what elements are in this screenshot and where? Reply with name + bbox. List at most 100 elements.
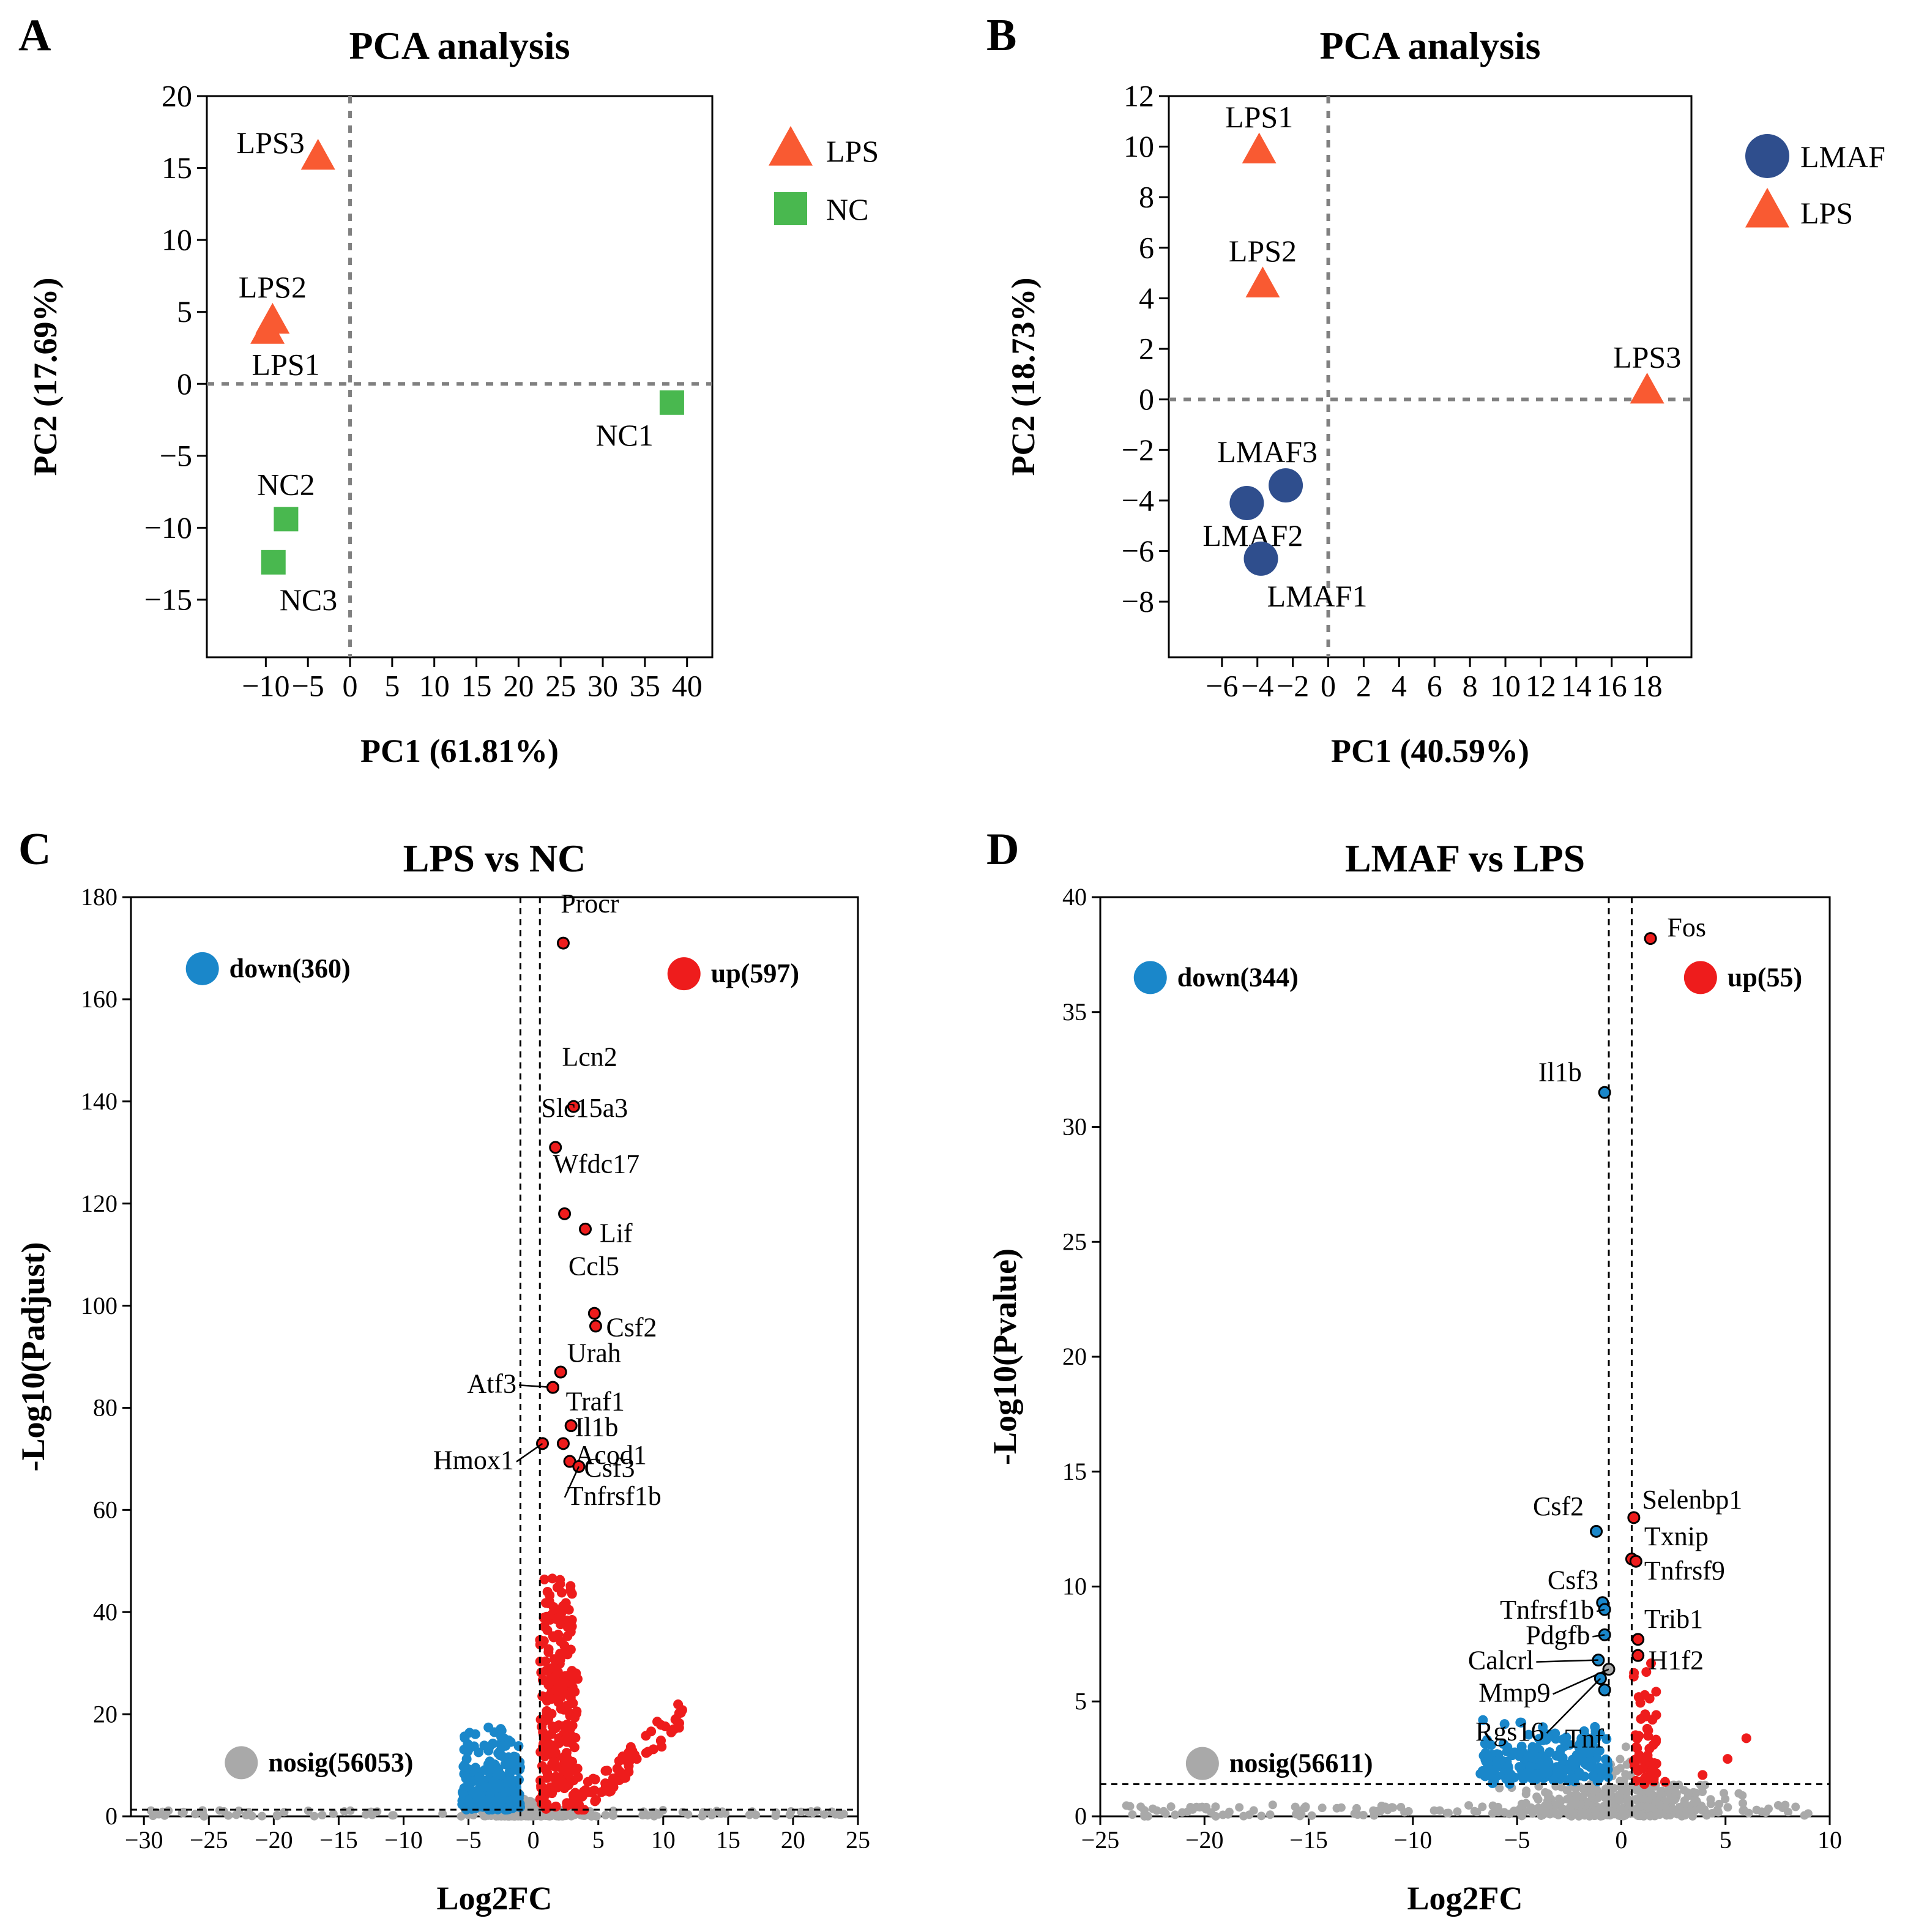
gene-point [1627, 1511, 1641, 1524]
up-point [535, 1714, 546, 1725]
chart-title: PCA analysis [1320, 24, 1541, 67]
up-point [1641, 1667, 1652, 1677]
nosig-point [526, 1797, 535, 1806]
x-tick-label: 20 [503, 669, 534, 703]
nosig-point [1140, 1810, 1149, 1819]
down-point [485, 1793, 495, 1803]
nosig-point [1577, 1810, 1586, 1819]
y-tick-label: 30 [1062, 1113, 1087, 1141]
nosig-point [273, 1811, 282, 1821]
nosig-point [1430, 1806, 1439, 1815]
down-point [496, 1793, 506, 1803]
x-tick-label: 0 [343, 669, 358, 703]
nosig-point [1683, 1788, 1693, 1797]
nosig-point [1657, 1789, 1666, 1798]
y-tick-label: −8 [1122, 584, 1154, 619]
gene-label: Lcn2 [562, 1042, 617, 1072]
down-point [461, 1773, 471, 1784]
nosig-point [1706, 1795, 1715, 1804]
gene-leader [516, 1442, 543, 1463]
down-point [1486, 1740, 1496, 1750]
nosig-point [1300, 1803, 1310, 1813]
nosig-point [1707, 1808, 1717, 1818]
down-point [1498, 1739, 1508, 1749]
point-label: LPS1 [1225, 100, 1293, 134]
y-tick-label: 35 [1062, 998, 1087, 1026]
up-point [1660, 1777, 1670, 1787]
nosig-point [191, 1810, 200, 1819]
nosig-point [698, 1811, 707, 1821]
point-label: LMAF1 [1267, 579, 1368, 613]
legend-label: up(55) [1728, 962, 1802, 992]
down-point [1540, 1761, 1550, 1772]
nosig-point [1609, 1810, 1619, 1819]
gene-label: Tnfrsf1b [567, 1481, 662, 1511]
gene-label: Tnf [1565, 1723, 1604, 1753]
point-cloud [146, 1573, 848, 1821]
up-point [547, 1573, 557, 1584]
up-point [548, 1602, 559, 1612]
y-tick-label: 0 [105, 1802, 117, 1830]
legend: down(360) up(597) nosig(56053) [185, 952, 799, 1780]
nosig-point [1688, 1811, 1697, 1821]
gene-label: Mmp9 [1478, 1677, 1550, 1707]
point-cloud [1122, 1658, 1813, 1821]
x-axis: −25 −20 −15 −10 −5 0 5 10 [1081, 1816, 1842, 1854]
nosig-point [388, 1811, 397, 1820]
down-point [1480, 1748, 1491, 1758]
nosig-point [785, 1810, 794, 1819]
nosig-point [839, 1810, 848, 1819]
x-tick-label: −5 [455, 1826, 482, 1854]
gene-point [579, 1222, 592, 1236]
point-NC2 [274, 507, 299, 532]
y-tick-label: 160 [81, 985, 117, 1013]
point-NC3 [261, 550, 286, 575]
nosig-point [1532, 1804, 1541, 1813]
up-point [542, 1708, 552, 1718]
nosig-point [1587, 1793, 1597, 1802]
gene-label: Ccl5 [568, 1251, 619, 1281]
up-point [669, 1724, 680, 1734]
x-tick-label: 5 [592, 1826, 605, 1854]
chart-title: LPS vs NC [403, 837, 586, 880]
x-tick-label: −5 [1504, 1826, 1530, 1854]
nosig-point [1701, 1808, 1710, 1818]
y-tick-label: 140 [81, 1087, 117, 1115]
x-tick-label: −30 [125, 1826, 163, 1854]
up-point [562, 1631, 573, 1641]
nosig-point [1715, 1799, 1724, 1808]
down-point [1554, 1748, 1565, 1758]
nosig-point [1572, 1793, 1581, 1802]
nosig-point [1373, 1807, 1382, 1816]
nosig-point [1128, 1810, 1137, 1819]
nosig-point [1389, 1803, 1398, 1812]
x-tick-label: 5 [384, 669, 400, 703]
down-point [1568, 1757, 1578, 1767]
down-point [479, 1740, 490, 1751]
x-tick-label: 18 [1632, 669, 1663, 703]
nosig-point [1589, 1785, 1598, 1794]
y-tick-label: 20 [162, 79, 192, 113]
up-point [541, 1731, 551, 1741]
up-point [646, 1726, 657, 1737]
down-point [1524, 1729, 1534, 1740]
labeled-genes: Fos Il1b Selenbp1 Csf2 Txnip Tnfrsf9 Csf3Tnfrs… [1468, 912, 1742, 1754]
y-tick-label: 10 [1124, 129, 1154, 163]
up-point [660, 1721, 671, 1731]
x-tick-label: −6 [1206, 669, 1238, 703]
y-tick-label: 180 [81, 883, 117, 911]
y-axis: 0 5 10 15 20 25 30 35 40 [1062, 883, 1100, 1830]
gene-label: Traf1 [566, 1387, 625, 1417]
nosig-point [1201, 1805, 1210, 1814]
up-point [630, 1750, 640, 1760]
nosig-point [329, 1809, 338, 1818]
gene-leader [1536, 1659, 1599, 1663]
nosig-point [1544, 1792, 1553, 1801]
up-point [624, 1761, 634, 1771]
x-tick-label: −10 [1394, 1826, 1433, 1854]
point-LPS1 [250, 313, 285, 344]
nosig-point [1598, 1804, 1607, 1813]
gene-label: Il1b [1538, 1057, 1582, 1087]
up-point [1646, 1658, 1657, 1668]
